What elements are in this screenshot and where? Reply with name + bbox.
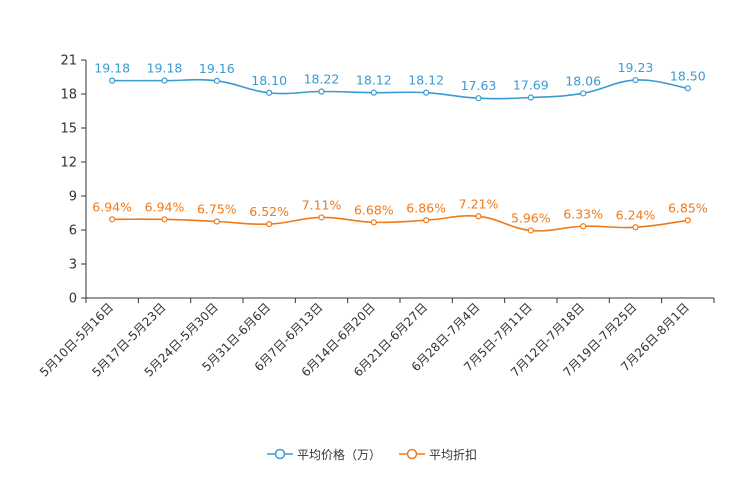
data-point[interactable] xyxy=(527,227,534,234)
data-label: 19.18 xyxy=(147,61,183,76)
data-label: 19.23 xyxy=(618,60,654,75)
data-point[interactable] xyxy=(475,213,482,220)
data-label: 6.68% xyxy=(354,202,394,217)
y-tick-label: 15 xyxy=(60,122,77,137)
data-point[interactable] xyxy=(161,77,168,84)
data-label: 19.16 xyxy=(199,61,235,76)
data-point[interactable] xyxy=(580,90,587,97)
data-point[interactable] xyxy=(475,95,482,102)
legend-item-discount[interactable]: 平均折扣 xyxy=(399,446,477,463)
data-label: 18.12 xyxy=(408,73,444,88)
data-point[interactable] xyxy=(213,218,220,225)
data-label: 18.10 xyxy=(251,73,287,88)
data-point[interactable] xyxy=(684,85,691,92)
data-label: 6.24% xyxy=(616,207,656,222)
data-label: 18.50 xyxy=(670,68,706,83)
data-point[interactable] xyxy=(161,216,168,223)
y-tick-label: 9 xyxy=(69,190,77,205)
data-point[interactable] xyxy=(318,88,325,95)
data-point[interactable] xyxy=(370,219,377,226)
data-label: 19.18 xyxy=(94,61,130,76)
legend-item-price[interactable]: 平均价格（万） xyxy=(266,446,381,463)
data-label: 18.06 xyxy=(565,73,601,88)
series-1: 19.18 19.18 19.16 18.10 18.22 18.12 18.12 17.63… xyxy=(94,60,706,102)
data-point[interactable] xyxy=(213,77,220,84)
data-label: 7.11% xyxy=(302,197,342,212)
y-tick-label: 12 xyxy=(60,156,77,171)
y-tick-label: 6 xyxy=(69,224,77,239)
data-point[interactable] xyxy=(632,76,639,84)
series-line xyxy=(112,78,688,100)
legend-price-marker-icon xyxy=(266,448,293,460)
legend-discount-marker-icon xyxy=(399,448,425,460)
data-point[interactable] xyxy=(684,217,691,224)
data-point[interactable] xyxy=(318,214,325,221)
data-point[interactable] xyxy=(266,221,273,228)
y-tick-label: 3 xyxy=(69,258,77,273)
data-point[interactable] xyxy=(370,89,377,96)
data-label: 6.86% xyxy=(406,200,446,215)
chart-legend: 平均价格（万） 平均折扣 xyxy=(0,444,744,464)
data-label: 6.75% xyxy=(197,202,237,217)
data-point[interactable] xyxy=(109,77,116,84)
series-2: 6.94% 6.94% 6.75% 6.52% 7.11% 6.68% 6.86% 7.21%… xyxy=(92,196,708,234)
line-chart: 0369121518215月10日-5月16日5月17日-5月23日5月24日-… xyxy=(37,54,715,380)
legend-price-label: 平均价格（万） xyxy=(296,447,381,462)
data-label: 7.21% xyxy=(459,196,499,211)
data-label: 6.94% xyxy=(145,199,185,214)
y-tick-label: 0 xyxy=(69,292,77,307)
data-point[interactable] xyxy=(109,216,116,223)
data-point[interactable] xyxy=(527,94,534,101)
data-label: 17.69 xyxy=(513,78,549,93)
data-point[interactable] xyxy=(266,89,273,96)
data-point[interactable] xyxy=(423,217,430,224)
data-label: 6.52% xyxy=(249,204,289,219)
data-label: 5.96% xyxy=(511,210,551,225)
data-label: 18.12 xyxy=(356,73,392,88)
series-line xyxy=(112,215,688,232)
chart-series: 19.18 19.18 19.16 18.10 18.22 18.12 18.12 17.63… xyxy=(92,60,708,234)
data-label: 6.85% xyxy=(668,200,708,215)
data-label: 6.94% xyxy=(92,199,132,214)
data-point[interactable] xyxy=(580,223,587,230)
y-tick-label: 21 xyxy=(60,54,77,69)
data-label: 6.33% xyxy=(563,206,603,221)
y-tick-label: 18 xyxy=(60,88,77,103)
legend-discount-label: 平均折扣 xyxy=(429,447,478,462)
data-label: 17.63 xyxy=(461,78,497,93)
data-point[interactable] xyxy=(423,89,430,96)
data-label: 18.22 xyxy=(304,72,340,87)
data-point[interactable] xyxy=(632,224,639,231)
